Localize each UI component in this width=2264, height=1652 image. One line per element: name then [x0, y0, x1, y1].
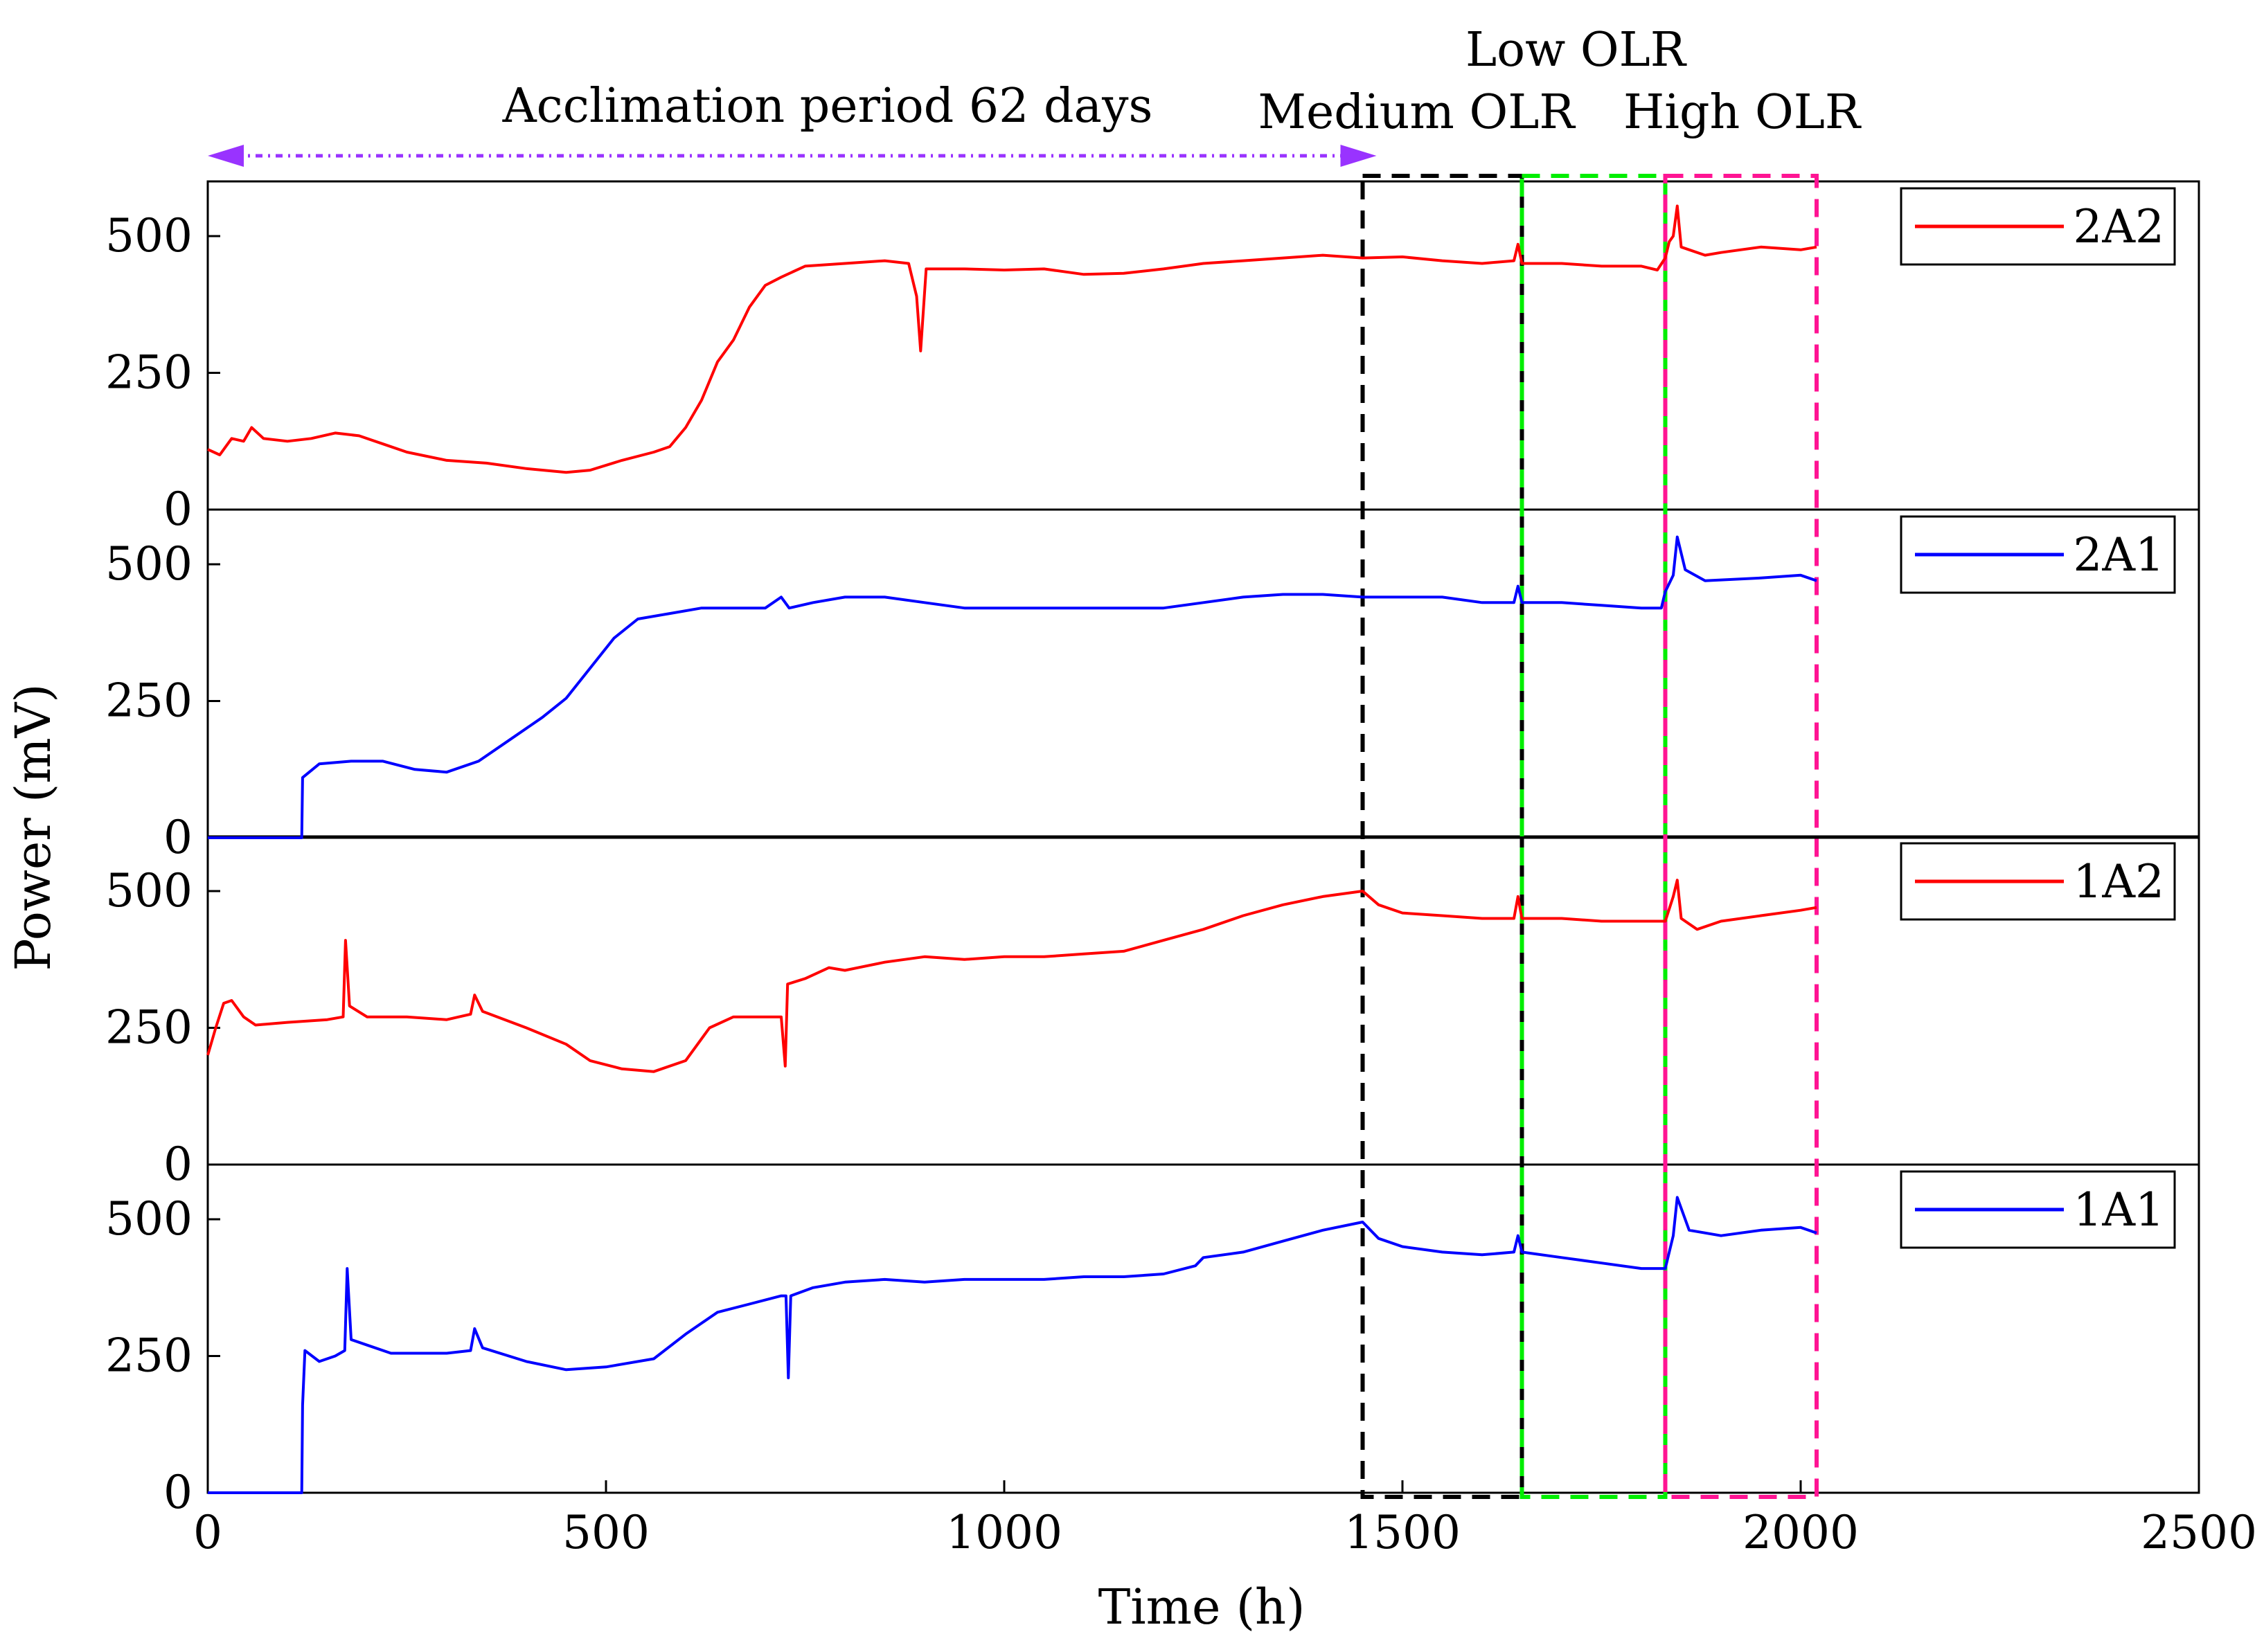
legend-label-2A2: 2A2: [2073, 200, 2164, 253]
y-tick-label: 250: [105, 1001, 193, 1054]
panel-frame-2A1: [206, 508, 2200, 839]
legend-layer: 2A2 2A1 1A2 1A1: [1900, 187, 2176, 1249]
y-tick-label: 0: [163, 811, 193, 864]
y-axis-label: Power (mV): [5, 683, 62, 971]
y-tick-label: 250: [105, 674, 193, 728]
x-tick-label: 0: [193, 1506, 222, 1559]
phase-box-low-olr: [1519, 174, 1668, 1499]
x-tick-label: 2000: [1742, 1506, 1859, 1559]
annotation-layer: Acclimation period 62 days Medium OLR Lo…: [208, 23, 1862, 167]
series-line-1A2: [206, 879, 1817, 1073]
y-tick-label: 500: [105, 1192, 193, 1246]
y-tick-label: 500: [105, 209, 193, 262]
y-tick-label: 0: [163, 1466, 193, 1519]
series-line-2A1: [208, 535, 1817, 839]
y-tick-label: 500: [105, 537, 193, 591]
x-tick-label: 500: [562, 1506, 650, 1559]
x-tick-label: 2500: [2141, 1506, 2257, 1559]
acclimation-arrow-head-right: [1340, 145, 1377, 167]
phase-label-medium-olr: Medium OLR: [1258, 85, 1576, 140]
y-tick-label: 0: [163, 483, 193, 536]
legend-label-1A2: 1A2: [2073, 855, 2164, 908]
x-tick-label: 1000: [946, 1506, 1062, 1559]
series-line-2A2: [207, 204, 1817, 474]
acclimation-arrow-head-left: [208, 145, 244, 167]
phase-label-low-olr: Low OLR: [1465, 23, 1687, 78]
series-layer: [206, 204, 1817, 1494]
phase-box-high-olr: [1663, 174, 1819, 1499]
acclimation-label: Acclimation period 62 days: [502, 79, 1153, 134]
phase-boxes: [1360, 174, 1819, 1499]
x-axis-label: Time (h): [1098, 1579, 1305, 1635]
x-tick-label: 1500: [1344, 1506, 1461, 1559]
series-line-1A1: [208, 1196, 1817, 1494]
y-tick-label: 250: [105, 1329, 193, 1383]
y-tick-label: 500: [105, 864, 193, 917]
panel-frame-1A1: [206, 1163, 2200, 1494]
y-tick-label: 250: [105, 346, 193, 399]
legend-label-2A1: 2A1: [2073, 528, 2164, 582]
phase-label-high-olr: High OLR: [1623, 85, 1862, 140]
y-tick-label: 0: [163, 1138, 193, 1191]
legend-label-1A1: 1A1: [2073, 1183, 2164, 1237]
